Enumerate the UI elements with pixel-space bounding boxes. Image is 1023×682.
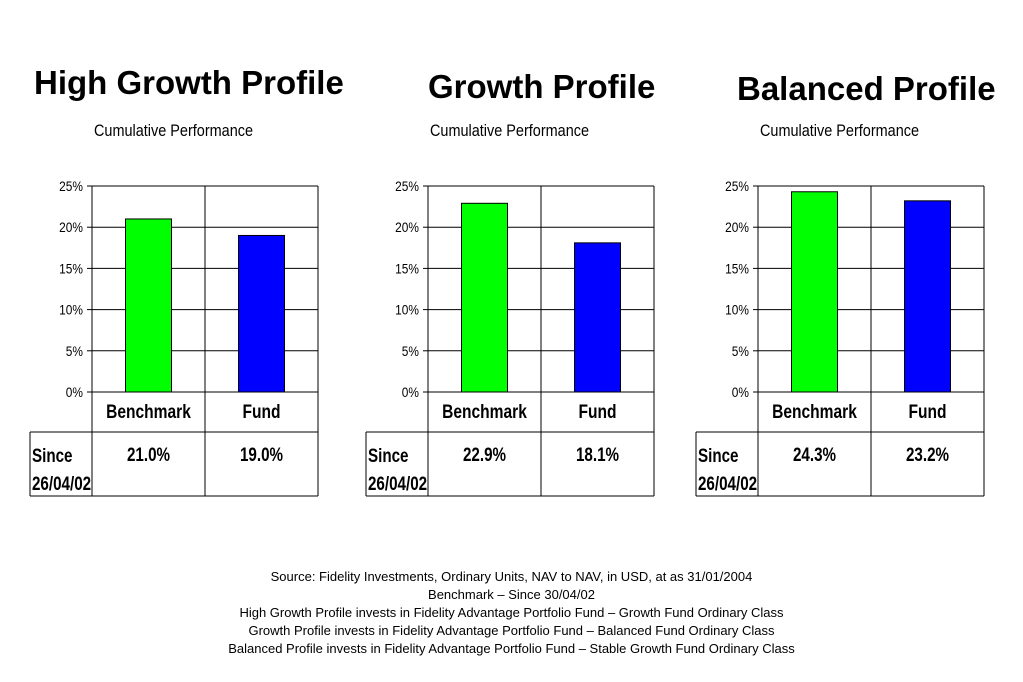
data-label: 23.2%	[906, 443, 949, 465]
row-label-since: Since	[368, 444, 409, 466]
y-tick-label: 20%	[725, 219, 749, 235]
footer-growth-note: Growth Profile invests in Fidelity Advan…	[248, 623, 775, 638]
chart-title-high-growth: High Growth Profile	[34, 64, 344, 101]
row-label-since: Since	[698, 444, 739, 466]
x-tick-label: Benchmark	[442, 401, 527, 423]
chart-high-growth: 0% 5% 10% 15% 20% 25% Benchmark Fund 21.0% 19.0% S…	[29, 178, 319, 497]
data-label: 19.0%	[240, 443, 283, 465]
x-tick-label: Fund	[578, 401, 616, 423]
data-label: 24.3%	[793, 443, 836, 465]
y-tick-label: 20%	[395, 219, 419, 235]
footer-high-growth-note: High Growth Profile invests in Fidelity …	[239, 605, 784, 620]
chart-title-balanced: Balanced Profile	[737, 70, 996, 107]
y-tick-label: 25%	[395, 178, 419, 194]
bar-fund	[574, 242, 621, 393]
y-tick-label: 0%	[66, 384, 84, 400]
y-tick-label: 5%	[66, 343, 84, 359]
footer-notes: Source: Fidelity Investments, Ordinary U…	[0, 568, 1023, 658]
x-tick-label: Benchmark	[106, 401, 191, 423]
row-label-since: Since	[32, 444, 73, 466]
y-tick-label: 20%	[59, 219, 83, 235]
bar-benchmark	[791, 191, 838, 393]
data-label: 22.9%	[463, 443, 506, 465]
bar-benchmark	[461, 202, 508, 393]
y-tick-label: 15%	[395, 260, 419, 276]
chart-subtitle-growth: Cumulative Performance	[430, 121, 590, 140]
chart-subtitle-balanced: Cumulative Performance	[760, 121, 920, 140]
y-tick-label: 10%	[59, 302, 83, 318]
row-label-date: 26/04/02	[32, 472, 91, 494]
chart-title-growth: Growth Profile	[428, 68, 656, 105]
bar-fund	[238, 234, 285, 393]
y-tick-label: 25%	[59, 178, 83, 194]
data-label: 18.1%	[576, 443, 619, 465]
y-tick-label: 10%	[725, 302, 749, 318]
y-tick-label: 0%	[732, 384, 750, 400]
x-tick-label: Fund	[908, 401, 946, 423]
footer-benchmark-note: Benchmark – Since 30/04/02	[428, 587, 595, 602]
chart-balanced: 0% 5% 10% 15% 20% 25% Benchmark Fund 24.3% 23.2% S…	[695, 178, 985, 497]
footer-source: Source: Fidelity Investments, Ordinary U…	[270, 569, 753, 584]
y-tick-label: 5%	[402, 343, 420, 359]
row-label-date: 26/04/02	[698, 472, 757, 494]
y-tick-label: 15%	[725, 260, 749, 276]
row-label-date: 26/04/02	[368, 472, 427, 494]
x-tick-label: Fund	[242, 401, 280, 423]
y-tick-label: 25%	[725, 178, 749, 194]
footer-balanced-note: Balanced Profile invests in Fidelity Adv…	[228, 641, 795, 656]
chart-subtitle-high-growth: Cumulative Performance	[94, 121, 254, 140]
chart-growth: 0% 5% 10% 15% 20% 25% Benchmark Fund 22.9% 18.1% S…	[365, 178, 655, 497]
y-tick-label: 0%	[402, 384, 420, 400]
y-tick-label: 10%	[395, 302, 419, 318]
y-tick-label: 5%	[732, 343, 750, 359]
bar-fund	[904, 200, 951, 393]
bar-benchmark	[125, 218, 172, 393]
y-tick-label: 15%	[59, 260, 83, 276]
data-label: 21.0%	[127, 443, 170, 465]
x-tick-label: Benchmark	[772, 401, 857, 423]
